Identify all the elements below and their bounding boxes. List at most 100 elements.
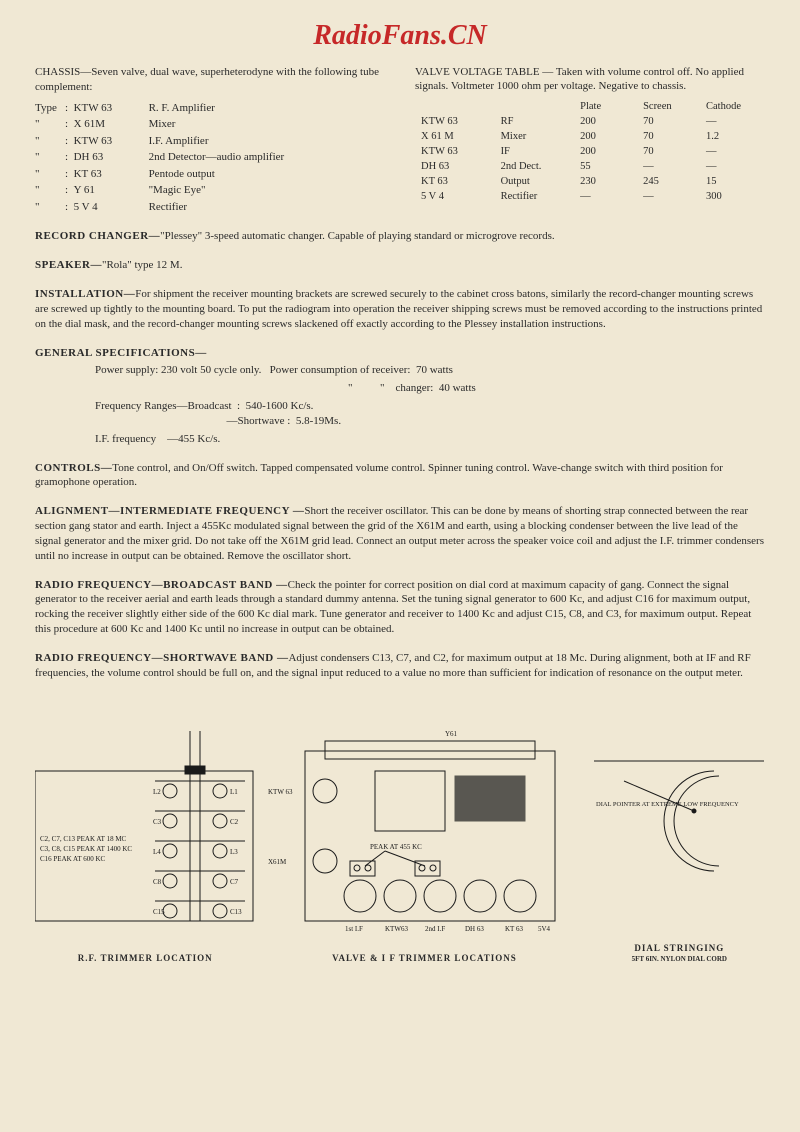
tube-desc: "Magic Eye" (149, 182, 206, 199)
tube-type: " (35, 149, 65, 166)
label: KTW63 (385, 925, 408, 933)
diagram-label: DIAL STRINGING (594, 943, 765, 953)
tube-row: ": 5 V 4Rectifier (35, 199, 385, 216)
th: Cathode (702, 100, 763, 113)
sep: : (65, 182, 68, 199)
tube-list: Type: KTW 63R. F. Amplifier ": X 61MMixe… (35, 100, 385, 216)
dial-stringing-diagram: DIAL POINTER AT EXTREME LOW FREQUENCY DI… (594, 711, 765, 963)
table-row: X 61 MMixer200701.2 (417, 130, 763, 143)
note: C2, C7, C13 PEAK AT 18 MC (40, 835, 127, 843)
section-title: ALIGNMENT—INTERMEDIATE FREQUENCY — (35, 505, 304, 517)
label: DH 63 (465, 925, 484, 933)
td: KTW 63 (417, 145, 495, 158)
section-text: Tone control, and On/Off switch. Tapped … (35, 462, 723, 489)
td: KT 63 (417, 175, 495, 188)
table-row: KTW 63RF20070— (417, 115, 763, 128)
tube-row: ": KT 63Pentode output (35, 166, 385, 183)
tube-row: ": Y 61"Magic Eye" (35, 182, 385, 199)
section-title: SPEAKER— (35, 259, 102, 271)
tube-type: " (35, 182, 65, 199)
td: 5 V 4 (417, 190, 495, 203)
tube-code: KTW 63 (74, 100, 149, 117)
td: 200 (576, 145, 637, 158)
spec-line: I.F. frequency —455 Kc/s. (95, 432, 765, 447)
voltage-table: Plate Screen Cathode KTW 63RF20070— X 61… (415, 98, 765, 205)
voltage-column: VALVE VOLTAGE TABLE — Taken with volume … (415, 65, 765, 215)
tube-code: Y 61 (74, 182, 149, 199)
th: Screen (639, 100, 700, 113)
label: KT 63 (505, 925, 523, 933)
tube-row: ": DH 632nd Detector—audio amplifier (35, 149, 385, 166)
sep: : (65, 133, 68, 150)
table-row: KT 63Output23024515 (417, 175, 763, 188)
chassis-intro: CHASSIS—Seven valve, dual wave, superhet… (35, 65, 385, 96)
tube-type: " (35, 199, 65, 216)
diagrams-row: L2 L1 C3 C2 L4 L3 C8 C7 C15 C13 C2, C7, … (35, 711, 765, 963)
label: C7 (230, 878, 239, 886)
tube-desc: Pentode output (149, 166, 215, 183)
td: 70 (639, 145, 700, 158)
label: Y61 (445, 730, 458, 738)
label: C2 (230, 818, 239, 826)
spec-line: Frequency Ranges—Broadcast : 540-1600 Kc… (95, 399, 765, 414)
valve-trimmer-svg: Y61 KTW 63 X61M PEAK AT 455 KC 1st I.F K… (265, 721, 565, 941)
label: C13 (230, 908, 242, 916)
note: C16 PEAK AT 600 KC (40, 855, 106, 863)
sep: : (65, 100, 68, 117)
table-row: DH 632nd Dect.55—— (417, 160, 763, 173)
general-spec-section: GENERAL SPECIFICATIONS— Power supply: 23… (35, 346, 765, 447)
controls-section: CONTROLS—Tone control, and On/Off switch… (35, 461, 765, 491)
tube-row: Type: KTW 63R. F. Amplifier (35, 100, 385, 117)
chassis-column: CHASSIS—Seven valve, dual wave, superhet… (35, 65, 385, 215)
td: — (639, 190, 700, 203)
td: — (702, 160, 763, 173)
td: 70 (639, 130, 700, 143)
diagram-sublabel: 5FT 6IN. NYLON DIAL CORD (594, 955, 765, 963)
section-title: RADIO FREQUENCY—SHORTWAVE BAND — (35, 652, 288, 664)
td: 300 (702, 190, 763, 203)
td: 2nd Dect. (497, 160, 575, 173)
td: KTW 63 (417, 115, 495, 128)
spec-line: —Shortwave : 5.8-19Ms. (155, 414, 765, 429)
tube-type: " (35, 133, 65, 150)
speaker-section: SPEAKER—"Rola" type 12 M. (35, 258, 765, 273)
td: — (576, 190, 637, 203)
td: Mixer (497, 130, 575, 143)
tube-type: " (35, 116, 65, 133)
td: 230 (576, 175, 637, 188)
label: 1st I.F (345, 925, 363, 933)
td: DH 63 (417, 160, 495, 173)
spec-line: Power supply: 230 volt 50 cycle only. Po… (95, 363, 765, 378)
tube-code: X 61M (74, 116, 149, 133)
installation-section: INSTALLATION—For shipment the receiver m… (35, 287, 765, 332)
tube-desc: R. F. Amplifier (149, 100, 215, 117)
table-header-row: Plate Screen Cathode (417, 100, 763, 113)
td: 245 (639, 175, 700, 188)
label: C15 (153, 908, 165, 916)
label: C8 (153, 878, 162, 886)
top-section: CHASSIS—Seven valve, dual wave, superhet… (35, 65, 765, 215)
tube-row: ": KTW 63I.F. Amplifier (35, 133, 385, 150)
note: C3, C8, C15 PEAK AT 1400 KC (40, 845, 132, 853)
voltage-header: VALVE VOLTAGE TABLE — Taken with volume … (415, 65, 765, 94)
table-row: 5 V 4Rectifier——300 (417, 190, 763, 203)
label: 5V4 (538, 925, 551, 933)
section-title: GENERAL SPECIFICATIONS— (35, 346, 765, 361)
alignment-if-section: ALIGNMENT—INTERMEDIATE FREQUENCY —Short … (35, 504, 765, 563)
td: Output (497, 175, 575, 188)
dial-stringing-svg: DIAL POINTER AT EXTREME LOW FREQUENCY (594, 711, 764, 931)
label: KTW 63 (268, 788, 293, 796)
td: 55 (576, 160, 637, 173)
label: C3 (153, 818, 162, 826)
watermark: RadioFans.CN (313, 20, 487, 52)
tube-type: Type (35, 100, 65, 117)
td: 15 (702, 175, 763, 188)
section-title: CONTROLS— (35, 462, 112, 474)
td: RF (497, 115, 575, 128)
label: L3 (230, 848, 238, 856)
record-changer-section: RECORD CHANGER—"Plessey" 3-speed automat… (35, 229, 765, 244)
label: L4 (153, 848, 161, 856)
td: — (639, 160, 700, 173)
rf-trimmer-svg: L2 L1 C3 C2 L4 L3 C8 C7 C15 C13 C2, C7, … (35, 721, 255, 941)
tube-row: ": X 61MMixer (35, 116, 385, 133)
